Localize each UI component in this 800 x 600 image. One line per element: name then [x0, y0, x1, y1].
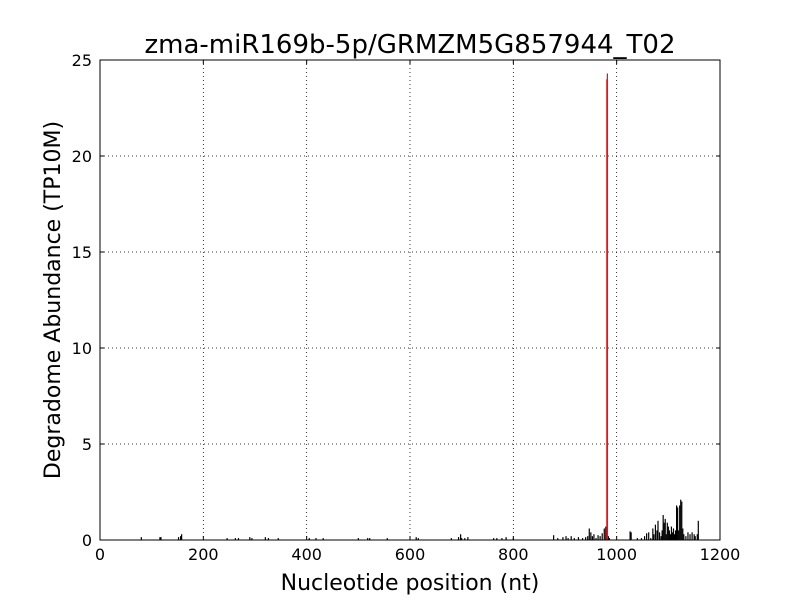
x-tick-label: 1200: [700, 545, 741, 564]
cleavage-site-bars: [606, 73, 608, 540]
grid-lines: [100, 60, 720, 540]
x-tick-label: 800: [498, 545, 529, 564]
x-axis-label: Nucleotide position (nt): [281, 571, 540, 596]
chart-title: zma-miR169b-5p/GRMZM5G857944_T02: [144, 30, 675, 60]
y-axis-label: Degradome Abundance (TP10M): [41, 121, 66, 479]
x-tick-label: 600: [395, 545, 426, 564]
x-tick-label: 400: [291, 545, 322, 564]
x-tick-label: 1000: [596, 545, 637, 564]
y-tick-label: 0: [82, 531, 92, 550]
y-tick-labels: 0 5 10 15 20 25: [72, 51, 92, 550]
y-tick-label: 25: [72, 51, 92, 70]
y-tick-label: 15: [72, 243, 92, 262]
y-tick-label: 10: [72, 339, 92, 358]
x-tick-label: 0: [95, 545, 105, 564]
y-tick-label: 20: [72, 147, 92, 166]
y-tick-label: 5: [82, 435, 92, 454]
x-tick-labels: 0 200 400 600 800 1000 1200: [95, 545, 740, 564]
axis-ticks: [99, 59, 721, 541]
x-tick-label: 200: [188, 545, 219, 564]
